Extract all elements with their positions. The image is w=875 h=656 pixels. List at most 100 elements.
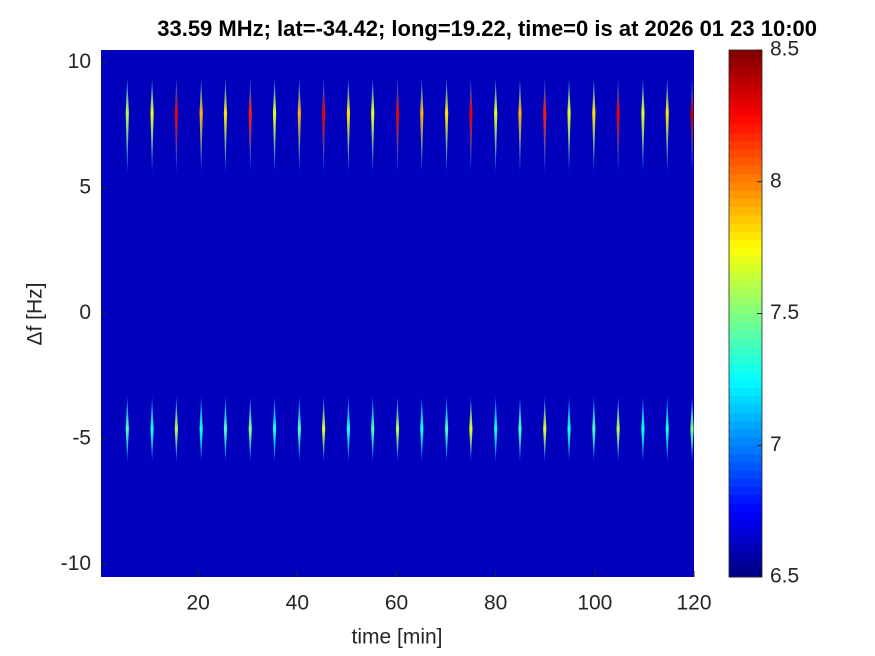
- colorbar-segment: [729, 305, 762, 314]
- x-tick-label: 80: [484, 592, 507, 615]
- colorbar-segment: [729, 247, 762, 257]
- colorbar-segment: [729, 395, 762, 405]
- colorbar-segment: [729, 272, 762, 282]
- colorbar-segment: [729, 362, 762, 372]
- spectral-streak: [150, 396, 154, 462]
- colorbar-tick-label: 6.5: [770, 565, 799, 588]
- x-tick-label: 40: [286, 592, 309, 615]
- spectral-streak: [322, 396, 326, 462]
- x-axis-label: time [min]: [351, 626, 442, 649]
- colorbar-segment: [729, 66, 762, 76]
- x-tick-label: 100: [577, 592, 612, 615]
- colorbar-segment: [729, 58, 762, 67]
- colorbar-segment: [729, 313, 762, 323]
- spectral-streak: [199, 77, 203, 173]
- spectral-streak: [346, 77, 351, 173]
- spectral-streak: [444, 396, 449, 462]
- colorbar-segment: [729, 428, 762, 438]
- spectral-streak: [494, 77, 498, 173]
- chart-title: 33.59 MHz; lat=-34.42; long=19.22, time=…: [157, 16, 817, 41]
- colorbar-segment: [729, 494, 762, 504]
- colorbar-segment: [729, 222, 762, 232]
- y-tick-label: 0: [79, 301, 91, 324]
- spectral-streak: [641, 77, 645, 173]
- colorbar-segment: [729, 346, 762, 356]
- spectral-streak: [272, 396, 277, 462]
- spectral-streak: [543, 77, 547, 173]
- x-tick-label: 20: [187, 592, 210, 615]
- spectral-streak: [223, 77, 228, 173]
- colorbar-segment: [729, 214, 762, 224]
- spectral-streak: [567, 77, 571, 173]
- spectral-streak: [297, 77, 301, 173]
- colorbar-segment: [729, 502, 762, 512]
- spectral-streak: [665, 396, 669, 462]
- spectral-streak: [272, 77, 277, 173]
- colorbar-segment: [729, 412, 762, 422]
- spectral-streak: [125, 396, 129, 462]
- spectral-streak: [616, 396, 620, 462]
- colorbar-segment: [729, 124, 762, 133]
- colorbar-segment: [729, 329, 762, 339]
- y-tick-label: -5: [72, 427, 91, 450]
- spectral-streak: [592, 77, 596, 173]
- colorbar-segment: [729, 99, 762, 109]
- colorbar-segment: [729, 511, 762, 520]
- spectral-streak: [616, 77, 620, 173]
- spectral-streak: [469, 77, 473, 173]
- colorbar-segment: [729, 445, 762, 454]
- colorbar-segment: [729, 231, 762, 240]
- x-tick-label: 60: [385, 592, 408, 615]
- colorbar-segment: [729, 437, 762, 446]
- colorbar-segment: [729, 321, 762, 331]
- x-tick-label: 120: [676, 592, 711, 615]
- colorbar-segment: [729, 165, 762, 175]
- spectral-streak: [395, 77, 400, 173]
- spectral-streak: [395, 396, 400, 462]
- colorbar-segment: [729, 91, 762, 100]
- spectral-streak: [444, 77, 449, 173]
- spectral-streak: [125, 77, 129, 173]
- colorbar-segment: [729, 354, 762, 364]
- colorbar-segment: [729, 404, 762, 413]
- colorbar-segment: [729, 379, 762, 389]
- colorbar-segment: [729, 239, 762, 249]
- spectral-streak: [567, 396, 571, 462]
- colorbar-segment: [729, 527, 762, 537]
- spectral-streak: [690, 396, 694, 462]
- colorbar-segment: [729, 420, 762, 430]
- colorbar-segment: [729, 157, 762, 166]
- spectral-streak: [420, 396, 424, 462]
- colorbar-segment: [729, 189, 762, 199]
- spectral-streak: [494, 396, 498, 462]
- spectral-streak: [518, 396, 522, 462]
- colorbar-segment: [729, 568, 762, 578]
- colorbar-segment: [729, 255, 762, 265]
- colorbar-segment: [729, 206, 762, 216]
- colorbar-segment: [729, 453, 762, 463]
- spectral-streak: [641, 396, 645, 462]
- colorbar-segment: [729, 297, 762, 306]
- colorbar-segment: [729, 387, 762, 397]
- colorbar-tick-label: 7.5: [770, 301, 799, 324]
- colorbar-segment: [729, 371, 762, 380]
- spectral-streak: [297, 396, 301, 462]
- spectral-streak: [174, 396, 178, 462]
- colorbar-segment: [729, 552, 762, 562]
- spectral-streak: [371, 77, 375, 173]
- spectral-streak: [690, 77, 694, 173]
- colorbar-segment: [729, 74, 762, 84]
- spectral-streak: [469, 396, 473, 462]
- spectral-streak: [150, 77, 154, 173]
- spectral-streak: [665, 77, 669, 173]
- y-tick-label: 10: [68, 50, 91, 73]
- spectral-streak: [248, 77, 252, 173]
- spectral-streak: [592, 396, 596, 462]
- colorbar-segment: [729, 280, 762, 290]
- colorbar-tick-label: 8.5: [770, 38, 799, 61]
- colorbar-segment: [729, 82, 762, 92]
- spectral-streak: [223, 396, 228, 462]
- y-axis-label: Δf [Hz]: [24, 282, 47, 345]
